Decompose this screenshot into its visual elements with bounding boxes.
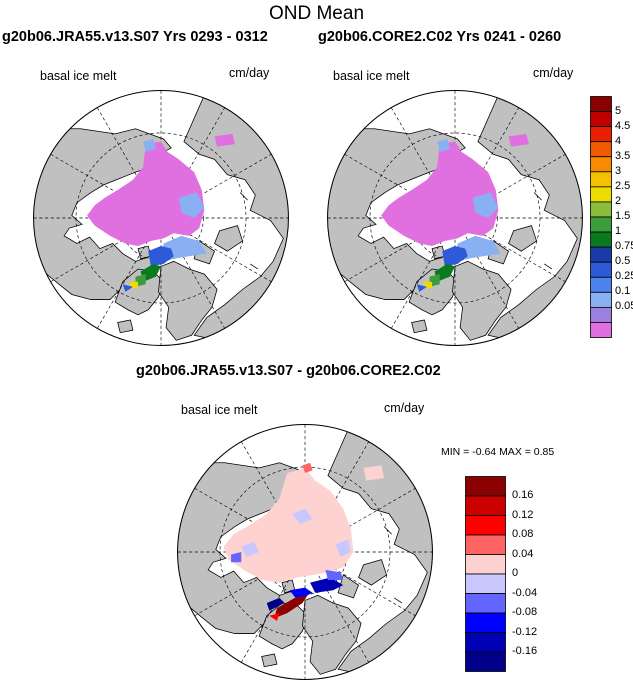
colorbar-diff-swatch <box>465 612 506 633</box>
panel-a-title: g20b06.JRA55.v13.S07 Yrs 0293 - 0312 <box>2 29 268 45</box>
diff-units-label: cm/day <box>384 401 425 415</box>
colorbar-main-tick-label: 3.5 <box>615 149 631 162</box>
colorbar-main-tick-label: 2 <box>615 194 622 207</box>
colorbar-diff-tick-label: -0.12 <box>512 625 538 638</box>
colorbar-main-swatch <box>590 231 612 248</box>
colorbar-main-swatch <box>590 186 612 203</box>
colorbar-main-tick-label: 0.5 <box>615 255 631 268</box>
colorbar-diff-swatch <box>465 554 506 575</box>
colorbar-main-tick-label: 1 <box>615 225 622 238</box>
colorbar-main-tick-label: 0.75 <box>615 240 633 253</box>
colorbar-diff-swatch <box>465 632 506 653</box>
colorbar-main-tick-label: 1.5 <box>615 210 631 222</box>
colorbar-main-swatch <box>590 201 612 218</box>
colorbar-diff-swatch <box>465 573 506 594</box>
panel-b-title: g20b06.CORE2.C02 Yrs 0241 - 0260 <box>318 29 562 45</box>
colorbar-diff-swatch <box>465 515 506 536</box>
colorbar-diff <box>465 476 506 672</box>
colorbar-diff-tick-label: 0.12 <box>512 508 534 521</box>
diff-polar-map <box>175 422 435 682</box>
colorbar-main-swatch <box>590 126 612 143</box>
page-title: OND Mean <box>268 3 365 24</box>
diff-panel-title: g20b06.JRA55.v13.S07 - g20b06.CORE2.C02 <box>136 363 441 379</box>
colorbar-main-tick-label: 3 <box>615 164 622 177</box>
colorbar-diff-tick-label: 0.04 <box>512 547 534 560</box>
colorbar-main-tick-label: 0.25 <box>615 270 633 283</box>
panel-a-variable-label: basal ice melt <box>40 69 117 83</box>
colorbar-main-tick-label: 5 <box>615 104 622 117</box>
colorbar-main-swatch <box>590 261 612 278</box>
colorbar-main-tick-label: 4.5 <box>615 119 631 132</box>
colorbar-main-swatch <box>590 322 612 338</box>
colorbar-diff-tick-label: 0.16 <box>512 489 534 501</box>
colorbar-main-swatch <box>590 156 612 173</box>
colorbar-main <box>590 96 612 338</box>
panel-b-polar-map <box>325 88 585 348</box>
colorbar-main-swatch <box>590 111 612 128</box>
diff-variable-label: basal ice melt <box>181 403 258 417</box>
colorbar-main-swatch <box>590 216 612 233</box>
colorbar-main-tick-label: 0.05 <box>615 300 633 313</box>
panel-a-units-label: cm/day <box>229 66 270 80</box>
colorbar-diff-swatch <box>465 495 506 516</box>
colorbar-diff-swatch <box>465 651 506 672</box>
colorbar-main-tick-label: 2.5 <box>615 179 631 192</box>
colorbar-main-swatch <box>590 246 612 263</box>
colorbar-diff-swatch <box>465 476 506 497</box>
colorbar-main-swatch <box>590 171 612 188</box>
colorbar-main-swatch <box>590 141 612 158</box>
panel-b-variable-label: basal ice melt <box>333 69 410 83</box>
colorbar-diff-tick-label: -0.16 <box>512 645 538 657</box>
colorbar-diff-tick-label: -0.08 <box>512 606 538 618</box>
colorbar-diff-swatch <box>465 534 506 555</box>
colorbar-main-tick-label: 0.1 <box>615 285 631 298</box>
panel-a-polar-map <box>31 88 291 348</box>
colorbar-main-swatch <box>590 96 612 112</box>
colorbar-main-tick-label: 4 <box>615 134 622 147</box>
colorbar-main-swatch <box>590 291 612 308</box>
colorbar-diff-tick-label: 0.08 <box>512 528 534 540</box>
panel-b-units-label: cm/day <box>533 66 574 80</box>
colorbar-diff-tick-label: 0 <box>512 567 519 579</box>
colorbar-diff-swatch <box>465 593 506 614</box>
colorbar-main-swatch <box>590 276 612 293</box>
diff-minmax-label: MIN = -0.64 MAX = 0.85 <box>441 446 555 458</box>
colorbar-main-swatch <box>590 306 612 323</box>
colorbar-diff-tick-label: -0.04 <box>512 586 538 599</box>
